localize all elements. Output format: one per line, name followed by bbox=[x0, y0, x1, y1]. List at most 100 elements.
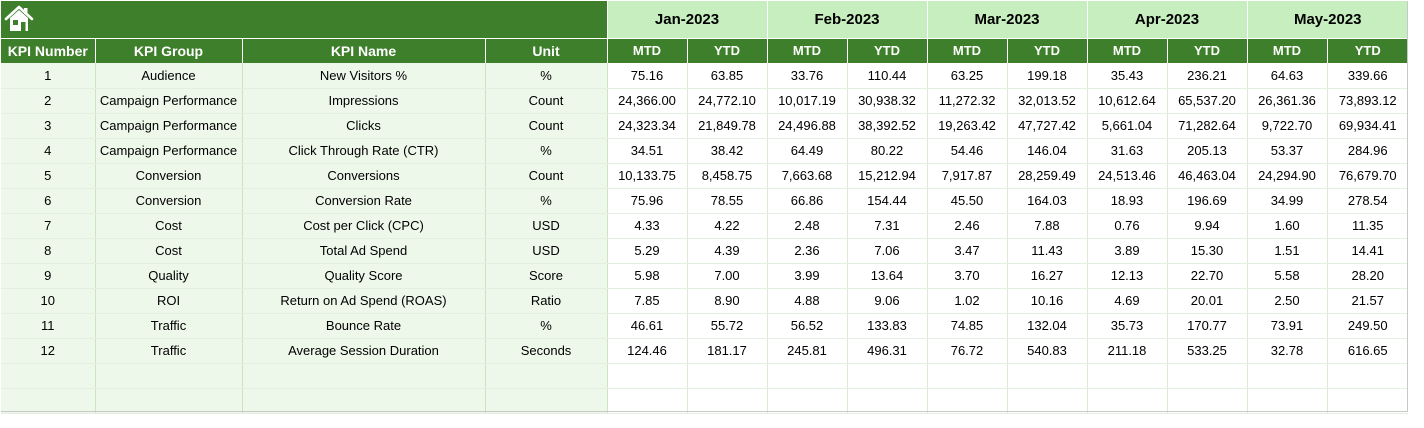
ytd-value-cell[interactable]: 78.55 bbox=[687, 188, 768, 214]
kpi-name-cell[interactable]: Impressions bbox=[242, 88, 486, 114]
empty-cell[interactable] bbox=[1247, 363, 1328, 389]
mtd-value-cell[interactable]: 12.13 bbox=[1087, 263, 1168, 289]
ytd-value-cell[interactable]: 47,727.42 bbox=[1007, 113, 1088, 139]
ytd-value-cell[interactable]: 63.85 bbox=[687, 63, 768, 89]
empty-cell[interactable] bbox=[485, 388, 608, 414]
ytd-value-cell[interactable]: 249.50 bbox=[1327, 313, 1408, 339]
mtd-value-cell[interactable]: 5,661.04 bbox=[1087, 113, 1168, 139]
kpi-number-cell[interactable]: 11 bbox=[1, 313, 96, 339]
ytd-value-cell[interactable]: 9.06 bbox=[847, 288, 928, 314]
mtd-value-cell[interactable]: 26,361.36 bbox=[1247, 88, 1328, 114]
mtd-value-cell[interactable]: 1.60 bbox=[1247, 213, 1328, 239]
mtd-value-cell[interactable]: 5.58 bbox=[1247, 263, 1328, 289]
kpi-number-cell[interactable]: 6 bbox=[1, 188, 96, 214]
ytd-value-cell[interactable]: 4.22 bbox=[687, 213, 768, 239]
mtd-value-cell[interactable]: 9,722.70 bbox=[1247, 113, 1328, 139]
ytd-value-cell[interactable]: 132.04 bbox=[1007, 313, 1088, 339]
kpi-group-cell[interactable]: Quality bbox=[95, 263, 243, 289]
empty-cell[interactable] bbox=[607, 388, 688, 414]
ytd-value-cell[interactable]: 339.66 bbox=[1327, 63, 1408, 89]
mtd-value-cell[interactable]: 24,366.00 bbox=[607, 88, 688, 114]
mtd-value-cell[interactable]: 4.69 bbox=[1087, 288, 1168, 314]
mtd-value-cell[interactable]: 32.78 bbox=[1247, 338, 1328, 364]
kpi-name-cell[interactable]: Bounce Rate bbox=[242, 313, 486, 339]
kpi-group-cell[interactable]: Audience bbox=[95, 63, 243, 89]
empty-cell[interactable] bbox=[687, 363, 768, 389]
unit-cell[interactable]: % bbox=[485, 138, 608, 164]
ytd-value-cell[interactable]: 14.41 bbox=[1327, 238, 1408, 264]
mtd-value-cell[interactable]: 64.49 bbox=[767, 138, 848, 164]
ytd-value-cell[interactable]: 616.65 bbox=[1327, 338, 1408, 364]
kpi-name-cell[interactable]: Return on Ad Spend (ROAS) bbox=[242, 288, 486, 314]
ytd-value-cell[interactable]: 181.17 bbox=[687, 338, 768, 364]
mtd-value-cell[interactable]: 24,323.34 bbox=[607, 113, 688, 139]
mtd-value-cell[interactable]: 74.85 bbox=[927, 313, 1008, 339]
mtd-value-cell[interactable]: 18.93 bbox=[1087, 188, 1168, 214]
mtd-value-cell[interactable]: 2.50 bbox=[1247, 288, 1328, 314]
empty-cell[interactable] bbox=[767, 363, 848, 389]
mtd-value-cell[interactable]: 10,133.75 bbox=[607, 163, 688, 189]
ytd-value-cell[interactable]: 32,013.52 bbox=[1007, 88, 1088, 114]
empty-cell[interactable] bbox=[1007, 388, 1088, 414]
unit-cell[interactable]: Seconds bbox=[485, 338, 608, 364]
ytd-value-cell[interactable]: 20.01 bbox=[1167, 288, 1248, 314]
ytd-value-cell[interactable]: 11.43 bbox=[1007, 238, 1088, 264]
mtd-value-cell[interactable]: 46.61 bbox=[607, 313, 688, 339]
mtd-value-cell[interactable]: 124.46 bbox=[607, 338, 688, 364]
mtd-value-cell[interactable]: 5.98 bbox=[607, 263, 688, 289]
empty-cell[interactable] bbox=[607, 363, 688, 389]
mtd-value-cell[interactable]: 10,612.64 bbox=[1087, 88, 1168, 114]
kpi-name-cell[interactable]: Conversions bbox=[242, 163, 486, 189]
ytd-value-cell[interactable]: 164.03 bbox=[1007, 188, 1088, 214]
kpi-name-cell[interactable]: Quality Score bbox=[242, 263, 486, 289]
ytd-value-cell[interactable]: 170.77 bbox=[1167, 313, 1248, 339]
ytd-value-cell[interactable]: 278.54 bbox=[1327, 188, 1408, 214]
kpi-name-cell[interactable]: Conversion Rate bbox=[242, 188, 486, 214]
empty-cell[interactable] bbox=[1167, 363, 1248, 389]
mtd-value-cell[interactable]: 11,272.32 bbox=[927, 88, 1008, 114]
ytd-value-cell[interactable]: 21.57 bbox=[1327, 288, 1408, 314]
mtd-value-cell[interactable]: 3.99 bbox=[767, 263, 848, 289]
mtd-value-cell[interactable]: 35.73 bbox=[1087, 313, 1168, 339]
unit-cell[interactable]: Ratio bbox=[485, 288, 608, 314]
ytd-value-cell[interactable]: 76,679.70 bbox=[1327, 163, 1408, 189]
ytd-value-cell[interactable]: 496.31 bbox=[847, 338, 928, 364]
unit-cell[interactable]: % bbox=[485, 313, 608, 339]
ytd-value-cell[interactable]: 133.83 bbox=[847, 313, 928, 339]
mtd-value-cell[interactable]: 0.76 bbox=[1087, 213, 1168, 239]
mtd-value-cell[interactable]: 2.36 bbox=[767, 238, 848, 264]
mtd-value-cell[interactable]: 45.50 bbox=[927, 188, 1008, 214]
mtd-value-cell[interactable]: 2.48 bbox=[767, 213, 848, 239]
mtd-value-cell[interactable]: 19,263.42 bbox=[927, 113, 1008, 139]
mtd-value-cell[interactable]: 35.43 bbox=[1087, 63, 1168, 89]
mtd-value-cell[interactable]: 3.47 bbox=[927, 238, 1008, 264]
unit-cell[interactable]: Count bbox=[485, 88, 608, 114]
ytd-value-cell[interactable]: 24,772.10 bbox=[687, 88, 768, 114]
kpi-name-cell[interactable]: Cost per Click (CPC) bbox=[242, 213, 486, 239]
kpi-number-cell[interactable]: 10 bbox=[1, 288, 96, 314]
empty-cell[interactable] bbox=[847, 363, 928, 389]
empty-cell[interactable] bbox=[1, 363, 96, 389]
ytd-value-cell[interactable]: 146.04 bbox=[1007, 138, 1088, 164]
kpi-number-cell[interactable]: 1 bbox=[1, 63, 96, 89]
kpi-group-cell[interactable]: Cost bbox=[95, 238, 243, 264]
ytd-value-cell[interactable]: 236.21 bbox=[1167, 63, 1248, 89]
empty-cell[interactable] bbox=[1327, 363, 1408, 389]
empty-cell[interactable] bbox=[1247, 388, 1328, 414]
mtd-value-cell[interactable]: 34.51 bbox=[607, 138, 688, 164]
mtd-value-cell[interactable]: 76.72 bbox=[927, 338, 1008, 364]
mtd-value-cell[interactable]: 24,513.46 bbox=[1087, 163, 1168, 189]
mtd-value-cell[interactable]: 1.02 bbox=[927, 288, 1008, 314]
ytd-value-cell[interactable]: 22.70 bbox=[1167, 263, 1248, 289]
empty-cell[interactable] bbox=[1087, 363, 1168, 389]
empty-cell[interactable] bbox=[1, 388, 96, 414]
ytd-value-cell[interactable]: 533.25 bbox=[1167, 338, 1248, 364]
ytd-value-cell[interactable]: 4.39 bbox=[687, 238, 768, 264]
unit-cell[interactable]: Score bbox=[485, 263, 608, 289]
kpi-group-cell[interactable]: Campaign Performance bbox=[95, 113, 243, 139]
mtd-value-cell[interactable]: 34.99 bbox=[1247, 188, 1328, 214]
kpi-name-cell[interactable]: New Visitors % bbox=[242, 63, 486, 89]
empty-cell[interactable] bbox=[767, 388, 848, 414]
ytd-value-cell[interactable]: 154.44 bbox=[847, 188, 928, 214]
empty-cell[interactable] bbox=[1007, 363, 1088, 389]
